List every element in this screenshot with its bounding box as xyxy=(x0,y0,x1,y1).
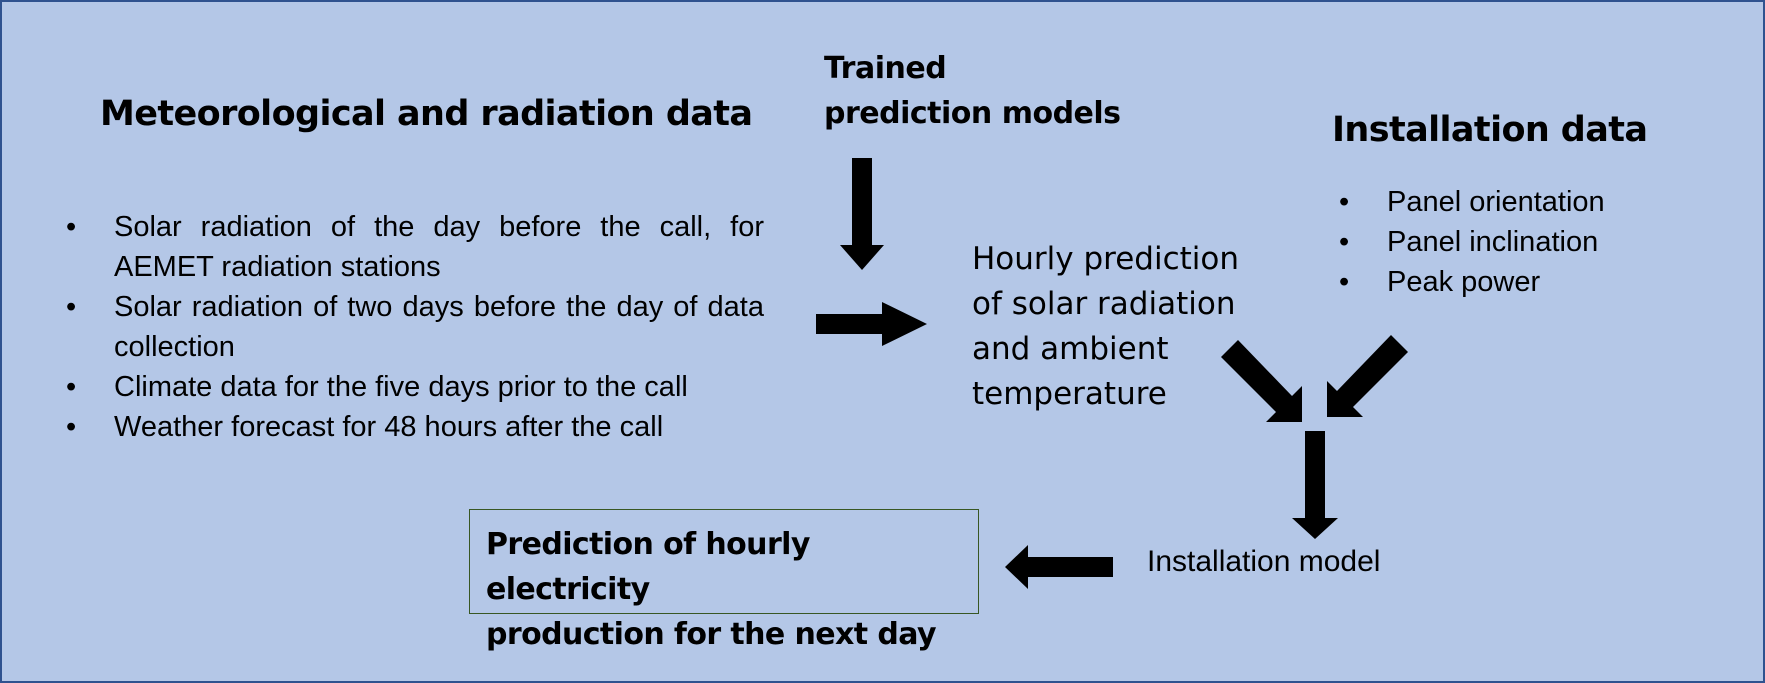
installation-data-title: Installation data xyxy=(1332,110,1648,150)
prediction-output-text: Prediction of hourly electricity product… xyxy=(486,522,978,657)
hourly-line-3: and ambient xyxy=(972,331,1169,367)
prediction-output-line-1: Prediction of hourly electricity xyxy=(486,527,810,607)
diagonal-arrow-from-installation-data xyxy=(1327,335,1408,417)
met-item-solar-day-before: Solar radiation of the day before the ca… xyxy=(64,207,764,287)
inst-item-panel-orientation: Panel orientation xyxy=(1337,182,1605,222)
inst-item-peak-power: Peak power xyxy=(1337,262,1605,302)
meteorological-data-list: Solar radiation of the day before the ca… xyxy=(64,207,764,447)
down-arrow-from-trained-models xyxy=(840,158,884,270)
diagonal-arrow-from-hourly-prediction xyxy=(1221,340,1302,422)
trained-models-title: Trained prediction models xyxy=(824,46,1121,136)
trained-models-line-2: prediction models xyxy=(824,96,1121,131)
right-arrow-to-hourly-prediction xyxy=(816,302,927,346)
meteorological-data-title: Meteorological and radiation data xyxy=(100,94,753,134)
prediction-output-line-2: production for the next day xyxy=(486,617,937,652)
prediction-output-box: Prediction of hourly electricity product… xyxy=(469,509,979,652)
inst-item-panel-inclination: Panel inclination xyxy=(1337,222,1605,262)
met-item-solar-two-days: Solar radiation of two days before the d… xyxy=(64,287,764,367)
hourly-prediction-text: Hourly prediction of solar radiation and… xyxy=(972,237,1272,417)
hourly-line-2: of solar radiation xyxy=(972,286,1236,322)
installation-data-list: Panel orientation Panel inclination Peak… xyxy=(1337,182,1605,302)
down-arrow-to-installation-model xyxy=(1292,431,1338,539)
met-item-weather-forecast: Weather forecast for 48 hours after the … xyxy=(64,407,764,447)
hourly-line-4: temperature xyxy=(972,376,1167,412)
left-arrow-to-prediction-output xyxy=(1005,545,1113,589)
met-item-climate-five-days: Climate data for the five days prior to … xyxy=(64,367,764,407)
installation-model-label: Installation model xyxy=(1147,545,1381,578)
hourly-line-1: Hourly prediction xyxy=(972,241,1240,277)
trained-models-line-1: Trained xyxy=(824,51,947,86)
